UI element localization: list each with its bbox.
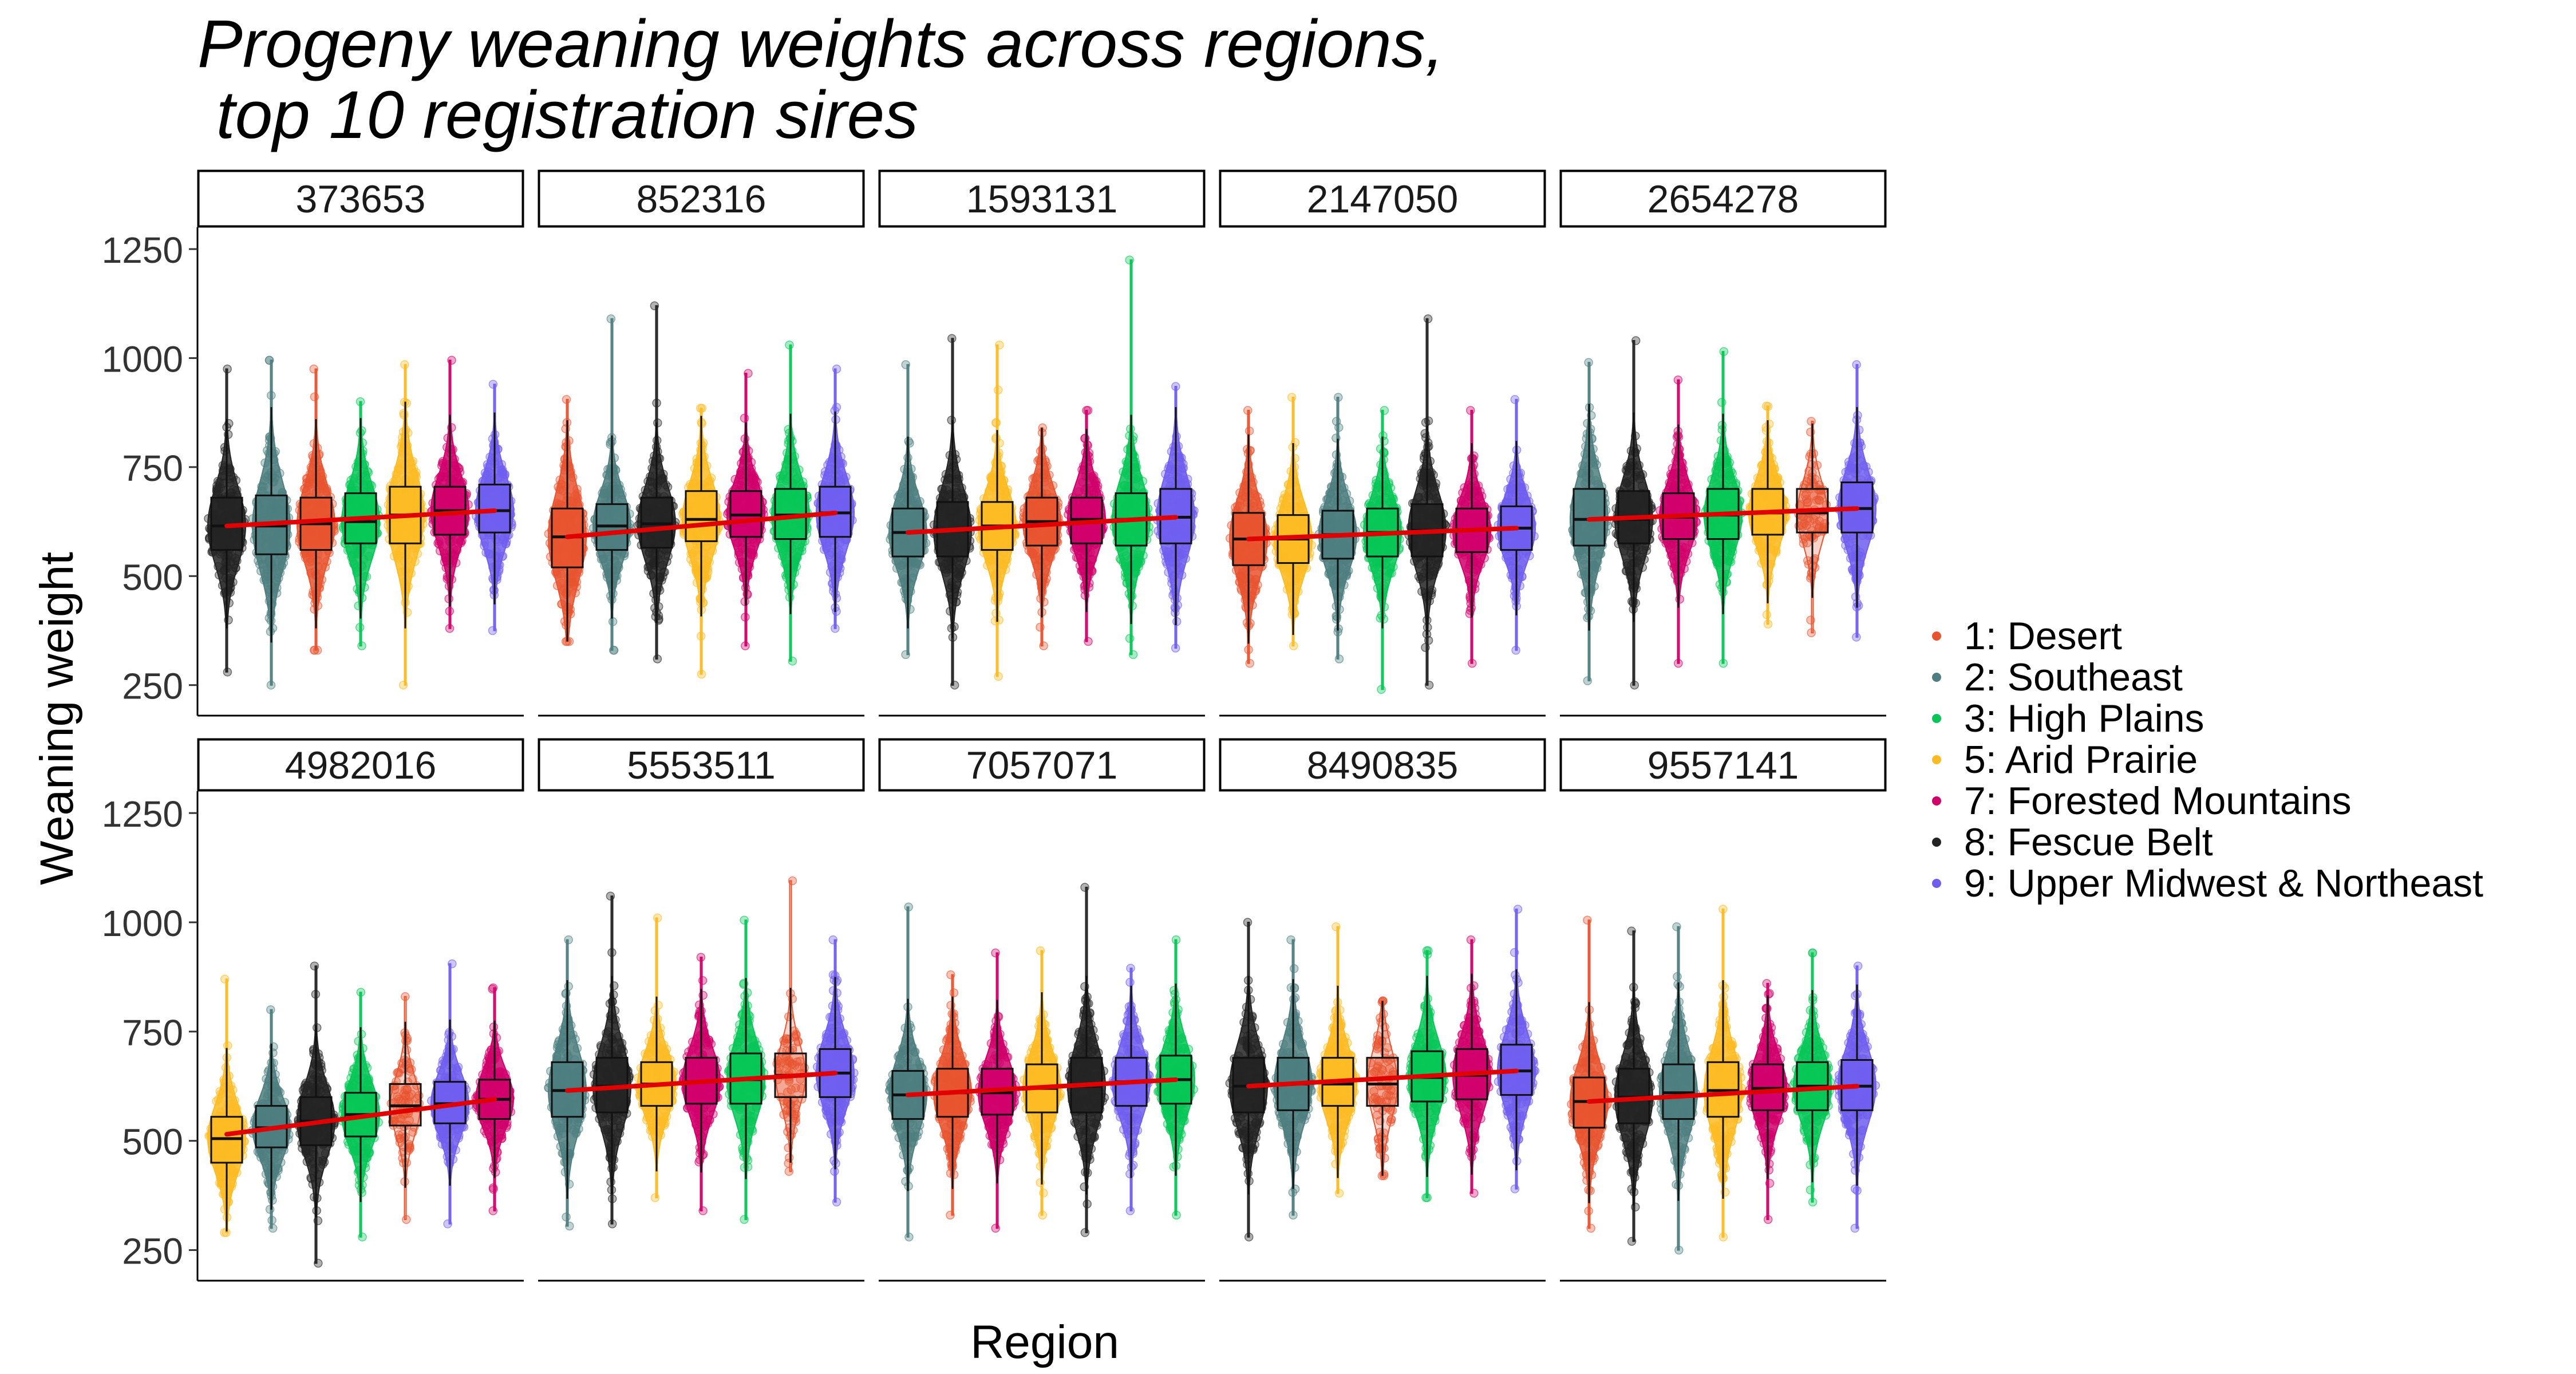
box	[685, 490, 718, 542]
y-tick-label: 1000	[102, 338, 183, 380]
y-tick-label: 1250	[102, 230, 183, 271]
chart-title-line-2: top 10 registration sires	[197, 77, 919, 153]
facet-strip-label: 1593131	[966, 177, 1118, 221]
y-tick-label: 750	[122, 1012, 183, 1053]
chart-title-line-1: Progeny weaning weights across regions,	[197, 6, 1444, 82]
y-tick-label: 1000	[102, 903, 183, 944]
y-tick-label: 750	[122, 448, 183, 489]
facet-panel: 852316	[538, 169, 865, 717]
facet-strip-label: 2147050	[1307, 177, 1459, 221]
facet-strip	[197, 169, 524, 228]
facet-strip-label: 852316	[637, 177, 767, 221]
facet-panel: 2654278	[1559, 169, 1887, 717]
facet-panel: 2147050	[1219, 169, 1546, 717]
facet-strip-label: 373653	[296, 177, 426, 221]
y-tick-label: 250	[122, 1231, 183, 1272]
y-tick-label: 1250	[102, 793, 183, 835]
facet-strip-label: 2654278	[1647, 177, 1799, 221]
facet-panel: 1593131	[878, 169, 1206, 717]
y-tick-label: 500	[122, 556, 183, 598]
y-tick-label: 250	[122, 666, 183, 707]
facet-panel: 373653	[197, 169, 524, 717]
y-tick-label: 500	[122, 1122, 183, 1163]
